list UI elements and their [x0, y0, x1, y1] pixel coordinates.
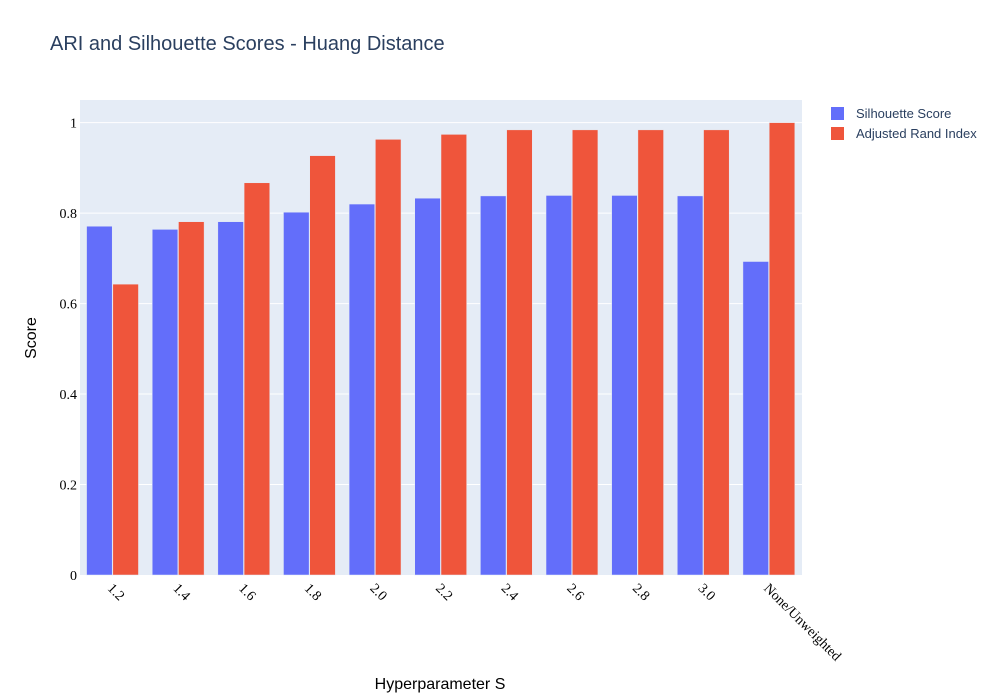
- bar-silhouette: [283, 211, 310, 576]
- bar-silhouette: [742, 261, 769, 576]
- bar-silhouette: [611, 195, 638, 576]
- y-tick-label: 1: [70, 117, 77, 132]
- bar-silhouette: [151, 229, 179, 576]
- bars: [86, 122, 796, 576]
- chart-title: ARI and Silhouette Scores - Huang Distan…: [50, 33, 445, 55]
- bar-ari: [375, 139, 402, 576]
- bar-silhouette: [545, 195, 572, 576]
- x-axis-ticks: 1.2 1.4 1.6 1.8 2.0 2.2 2.4 2.6 2.8 3.0 None/Unwei…: [104, 581, 844, 664]
- legend-label: Adjusted Rand Index: [856, 126, 977, 141]
- x-tick-label: 1.2: [104, 581, 127, 604]
- x-tick-label: 2.2: [432, 581, 455, 604]
- y-axis-title: Score: [23, 317, 40, 359]
- x-tick-label: 1.8: [301, 581, 324, 604]
- bar-ari: [703, 129, 730, 576]
- bar-ari: [637, 129, 664, 576]
- y-tick-label: 0.8: [60, 207, 78, 222]
- x-tick-label: 1.4: [170, 581, 193, 604]
- legend: Silhouette Score Adjusted Rand Index: [831, 106, 977, 141]
- bar-ari: [506, 129, 533, 576]
- legend-swatch: [831, 127, 844, 140]
- bar-silhouette: [348, 203, 376, 576]
- bar-ari: [112, 283, 139, 576]
- y-tick-label: 0.2: [60, 479, 78, 494]
- x-tick-label: 2.4: [498, 581, 521, 604]
- x-tick-label: 2.6: [563, 581, 586, 604]
- x-tick-label: 1.6: [235, 581, 258, 604]
- bar-ari: [440, 134, 467, 576]
- bar-ari: [178, 221, 205, 576]
- bar-silhouette: [217, 221, 244, 576]
- bar-ari: [309, 155, 336, 576]
- bar-ari: [572, 129, 599, 576]
- x-tick-label: None/Unweighted: [760, 581, 843, 664]
- x-tick-label: 3.0: [695, 581, 718, 604]
- y-tick-label: 0: [70, 569, 77, 584]
- bar-ari: [768, 122, 796, 576]
- legend-swatch: [831, 107, 844, 120]
- legend-label: Silhouette Score: [856, 106, 951, 121]
- bar-silhouette: [414, 197, 441, 576]
- y-tick-label: 0.4: [60, 388, 78, 403]
- y-axis-ticks: 0 0.2 0.4 0.6 0.8 1: [60, 117, 78, 584]
- x-axis-title: Hyperparameter S: [375, 676, 506, 693]
- bar-ari: [243, 182, 270, 576]
- bar-silhouette: [86, 225, 113, 576]
- x-tick-label: 2.0: [367, 581, 390, 604]
- x-tick-label: 2.8: [629, 581, 652, 604]
- bar-silhouette: [480, 195, 507, 576]
- y-tick-label: 0.6: [60, 298, 78, 313]
- bar-silhouette: [677, 195, 704, 576]
